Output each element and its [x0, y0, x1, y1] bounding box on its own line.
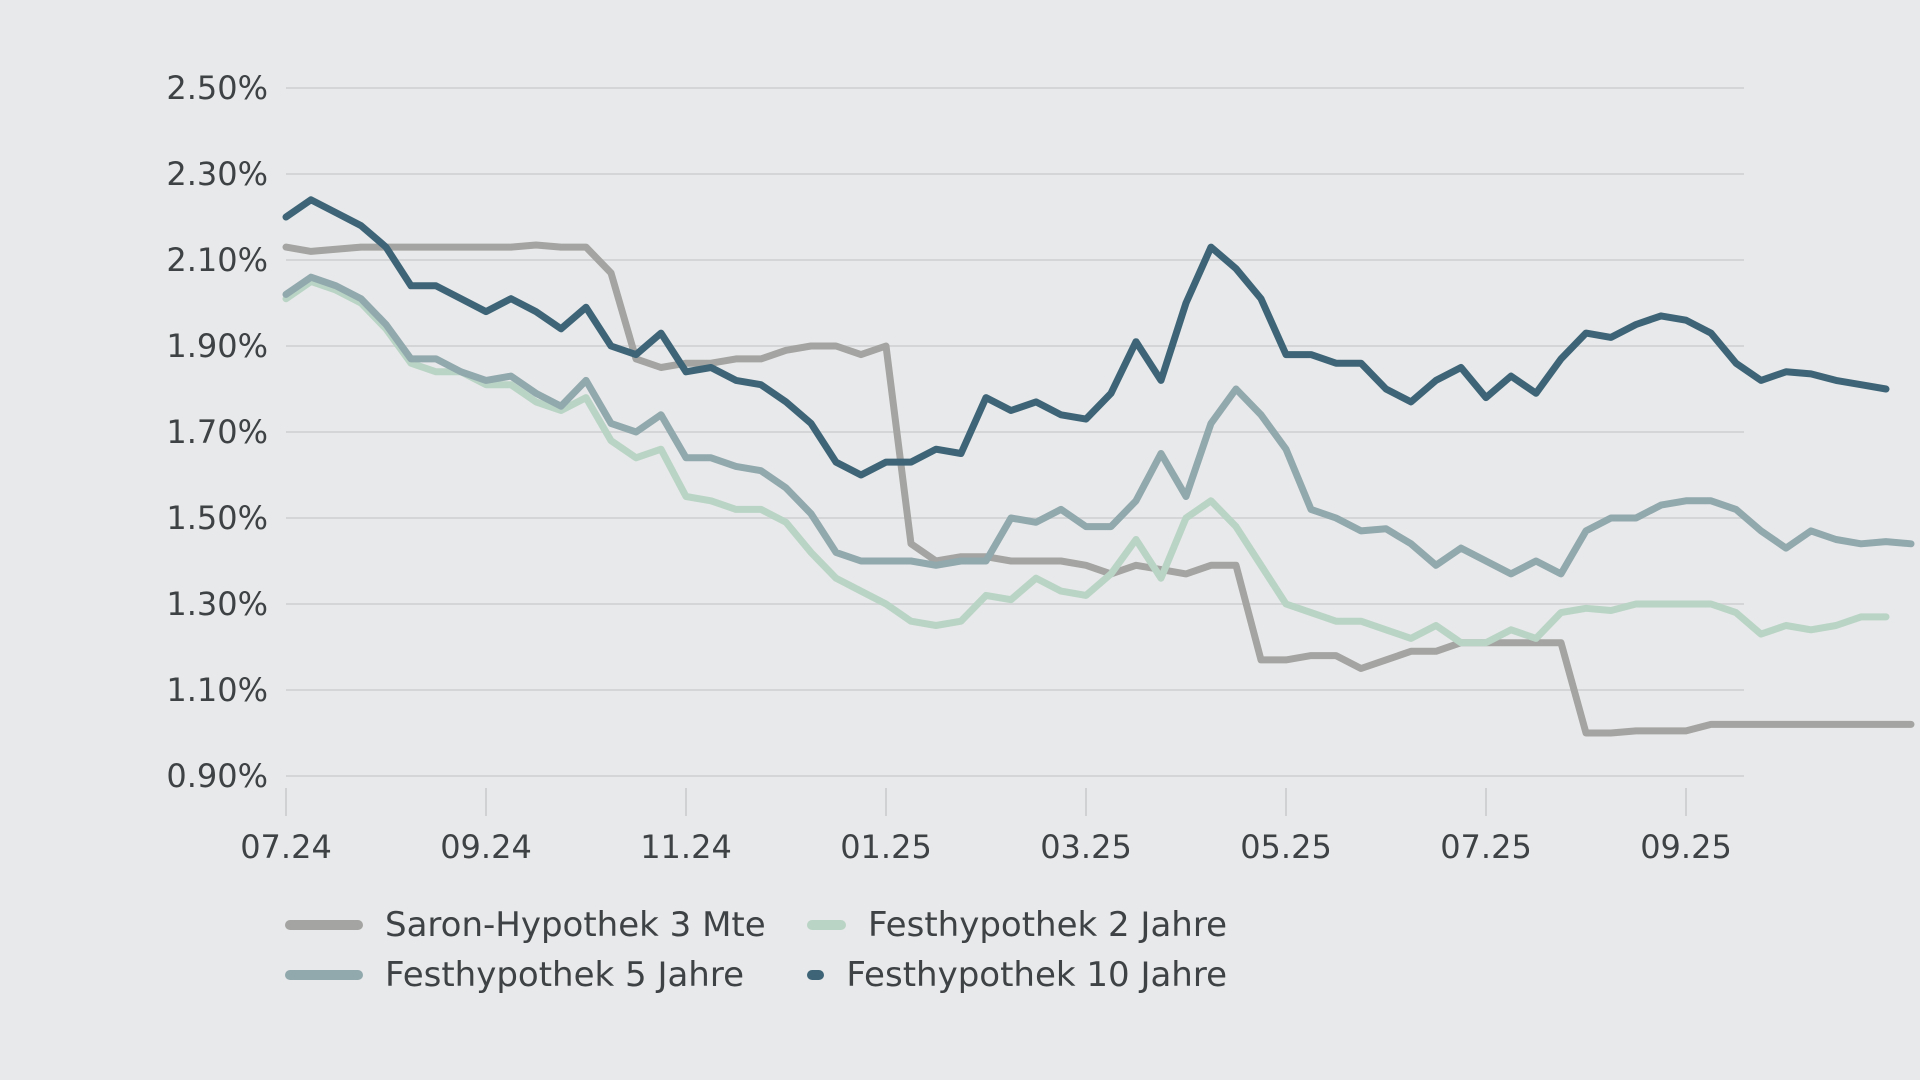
x-tick-label: 03.25: [1040, 828, 1132, 866]
y-tick-label: 1.30%: [166, 585, 268, 623]
legend-label: Festhypothek 5 Jahre: [385, 955, 745, 995]
y-axis: 0.90% 1.10% 1.30% 1.50% 1.70% 1.90% 2.10% 2.30%…: [166, 69, 268, 795]
x-tick-label: 07.24: [240, 828, 332, 866]
y-tick-label: 2.50%: [166, 69, 268, 107]
y-tick-label: 1.10%: [166, 671, 268, 709]
x-tick-label: 01.25: [840, 828, 932, 866]
y-tick-label: 2.30%: [166, 155, 268, 193]
legend-swatch: [285, 970, 363, 980]
x-tick-label: 09.24: [440, 828, 532, 866]
legend-item-fest-5: Festhypothek 5 Jahre: [285, 955, 807, 995]
legend-item-fest-10: Festhypothek 10 Jahre: [807, 955, 1227, 995]
legend-swatch: [285, 920, 363, 930]
legend-item-saron: Saron-Hypothek 3 Mte: [285, 905, 807, 945]
y-tick-label: 2.10%: [166, 241, 268, 279]
legend-label: Saron-Hypothek 3 Mte: [385, 905, 766, 945]
series-line-2: [282, 273, 1915, 578]
legend: Saron-Hypothek 3 Mte Festhypothek 2 Jahr…: [285, 905, 1227, 995]
series-line-3: [282, 196, 1890, 479]
y-tick-label: 1.70%: [166, 413, 268, 451]
x-tick-label: 07.25: [1440, 828, 1532, 866]
legend-swatch: [807, 970, 825, 980]
y-tick-label: 1.90%: [166, 327, 268, 365]
x-tick-label: 05.25: [1240, 828, 1332, 866]
legend-label: Festhypothek 10 Jahre: [846, 955, 1227, 995]
legend-swatch: [807, 920, 846, 930]
gridlines: [286, 87, 1744, 777]
x-tick-label: 11.24: [640, 828, 732, 866]
legend-item-fest-2: Festhypothek 2 Jahre: [807, 905, 1227, 945]
series-lines: [282, 196, 1915, 737]
y-tick-label: 0.90%: [166, 757, 268, 795]
x-axis: 07.24 09.24 11.24 01.25 03.25 05.25 07.25 09.25: [240, 788, 1732, 866]
series-line-0: [282, 241, 1915, 737]
series-line-1: [282, 278, 1890, 647]
legend-label: Festhypothek 2 Jahre: [867, 905, 1227, 945]
x-tick-label: 09.25: [1640, 828, 1732, 866]
y-tick-label: 1.50%: [166, 499, 268, 537]
